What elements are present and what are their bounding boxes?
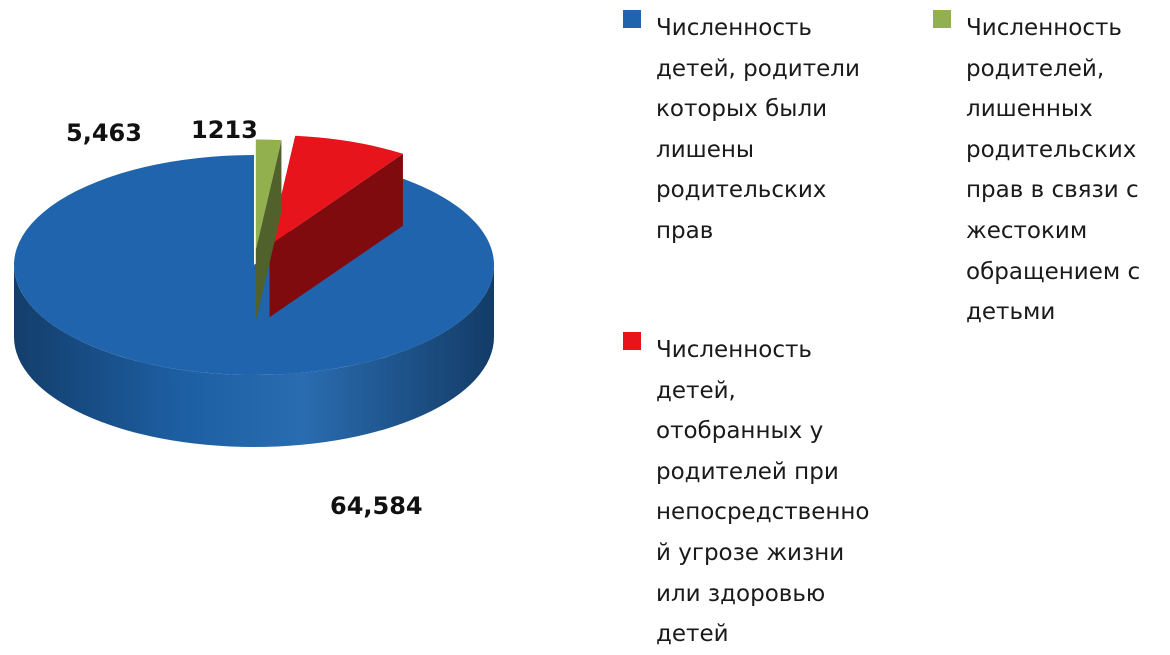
legend-label-line: детей xyxy=(656,621,729,648)
data-label-green: 1213 xyxy=(191,116,258,144)
legend-label-line: детьми xyxy=(966,299,1056,326)
legend-label-line: лишенных xyxy=(966,96,1093,123)
data-label-red: 5,463 xyxy=(66,119,142,147)
legend-label-line: й угрозе жизни xyxy=(656,539,845,566)
legend-swatch-red xyxy=(623,332,641,350)
legend-label-line: прав xyxy=(656,217,714,244)
data-label-blue: 64,584 xyxy=(330,492,423,520)
legend-text-red: Численность детей, отобранных у родителей п… xyxy=(656,330,870,655)
pie-slices xyxy=(14,135,495,447)
legend-label-line: отобранных у xyxy=(656,418,824,445)
legend-label-line: которых были xyxy=(656,96,828,123)
legend-label-line: родительских xyxy=(656,177,827,204)
legend-label-line: лишены xyxy=(656,136,755,163)
legend-label-line: родительских xyxy=(966,136,1137,163)
legend-label-line: детей, родители xyxy=(656,55,860,82)
pie-chart: 64,584 5,463 1213 xyxy=(14,116,495,520)
legend-label-line: детей, xyxy=(656,377,736,404)
legend-swatch-blue xyxy=(623,10,641,28)
pie-slice-green xyxy=(255,139,282,322)
legend-label-line: непосредственно xyxy=(656,499,870,526)
legend-text-blue: Численность детей, родители которых были ли… xyxy=(656,8,860,252)
legend-label-line: родителей при xyxy=(656,458,839,485)
legend-swatch-green xyxy=(933,10,951,28)
pie-slice-red xyxy=(269,135,403,318)
legend-label-line: Численность xyxy=(656,337,812,363)
legend-label-line: прав в связи с xyxy=(966,177,1139,204)
pie-slice-blue xyxy=(14,155,495,447)
legend-label-line: обращением с xyxy=(966,258,1141,285)
legend-label-line: родителей, xyxy=(966,55,1105,82)
legend-label-line: Численность xyxy=(656,15,812,41)
legend-label-line: Численность xyxy=(966,15,1122,41)
legend-label-line: жестоким xyxy=(966,217,1088,244)
legend-text-green: Численность родителей, лишенных родительски… xyxy=(966,8,1140,333)
legend-label-line: или здоровью xyxy=(656,580,826,607)
